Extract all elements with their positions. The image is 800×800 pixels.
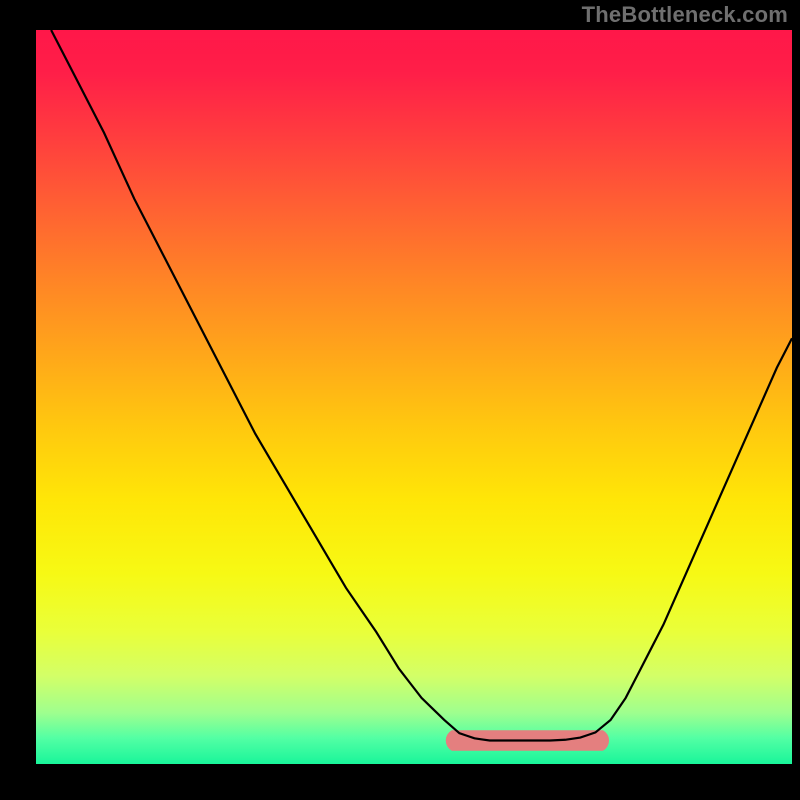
frame-left: [0, 0, 36, 800]
bottleneck-curve: [51, 30, 792, 741]
frame-right: [792, 0, 800, 800]
plot-area: [36, 30, 792, 764]
chart-stage: TheBottleneck.com: [0, 0, 800, 800]
curve-layer: [36, 30, 792, 764]
frame-bottom: [0, 764, 800, 800]
watermark-text: TheBottleneck.com: [582, 2, 788, 28]
